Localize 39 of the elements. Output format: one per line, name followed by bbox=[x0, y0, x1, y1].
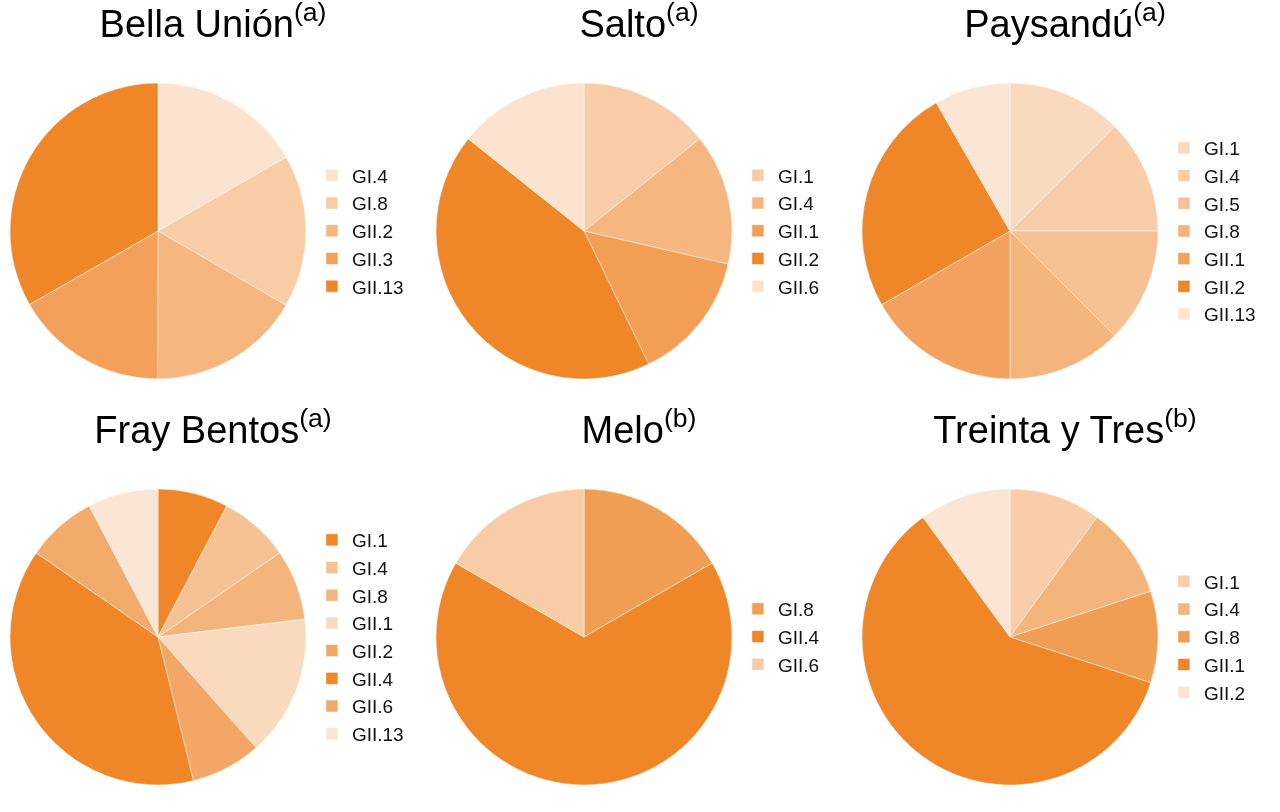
legend-label: GII.1 bbox=[1203, 249, 1246, 271]
chart-title: Treinta y Tres$^{(b)}$ bbox=[933, 402, 1197, 451]
legend-label: GII.2 bbox=[1203, 276, 1246, 298]
legend-label: GII.1 bbox=[777, 221, 820, 243]
legend-label: GII.2 bbox=[777, 248, 820, 270]
legend-label: GI.4 bbox=[351, 557, 389, 579]
legend-label: GI.5 bbox=[1203, 193, 1240, 215]
chart-title: Salto$^{(a)}$ bbox=[579, 0, 699, 45]
legend-label: GI.4 bbox=[1203, 165, 1241, 187]
chart-title: Bella Unión$^{(a)}$ bbox=[99, 0, 327, 45]
legend-label: GI.8 bbox=[351, 585, 388, 607]
legend-label: GI.8 bbox=[351, 193, 388, 215]
legend-label: GI.1 bbox=[1203, 571, 1240, 593]
legend-label: GII.6 bbox=[351, 696, 394, 718]
legend-label: GII.2 bbox=[351, 641, 394, 663]
legend-label: GII.13 bbox=[351, 276, 404, 298]
legend-label: GII.6 bbox=[777, 276, 820, 298]
legend-label: GI.1 bbox=[1203, 138, 1240, 160]
legend-label: GII.4 bbox=[351, 668, 394, 690]
legend-label: GII.6 bbox=[777, 654, 820, 676]
legend-label: GI.4 bbox=[777, 193, 815, 215]
legend-label: GII.13 bbox=[1203, 304, 1256, 326]
legend-label: GII.2 bbox=[351, 221, 394, 243]
chart-title: Melo$^{(b)}$ bbox=[581, 402, 697, 451]
legend-label: GI.1 bbox=[351, 530, 388, 552]
legend-label: GI.8 bbox=[777, 599, 814, 621]
legend-label: GI.4 bbox=[351, 165, 389, 187]
legend-label: GI.8 bbox=[1203, 627, 1240, 649]
legend-label: GI.8 bbox=[1203, 221, 1240, 243]
legend-label: GI.1 bbox=[777, 165, 814, 187]
legend-label: GII.1 bbox=[1203, 654, 1246, 676]
legend-label: GII.2 bbox=[1203, 682, 1246, 704]
legend-label: GII.13 bbox=[351, 724, 404, 746]
chart-title: Paysandú$^{(a)}$ bbox=[964, 0, 1166, 45]
legend-label: GII.3 bbox=[351, 248, 394, 270]
legend-label: GII.4 bbox=[777, 626, 820, 648]
legend-label: GII.1 bbox=[351, 613, 394, 635]
legend-label: GI.4 bbox=[1203, 599, 1241, 621]
chart-title: Fray Bentos$^{(a)}$ bbox=[94, 402, 332, 451]
